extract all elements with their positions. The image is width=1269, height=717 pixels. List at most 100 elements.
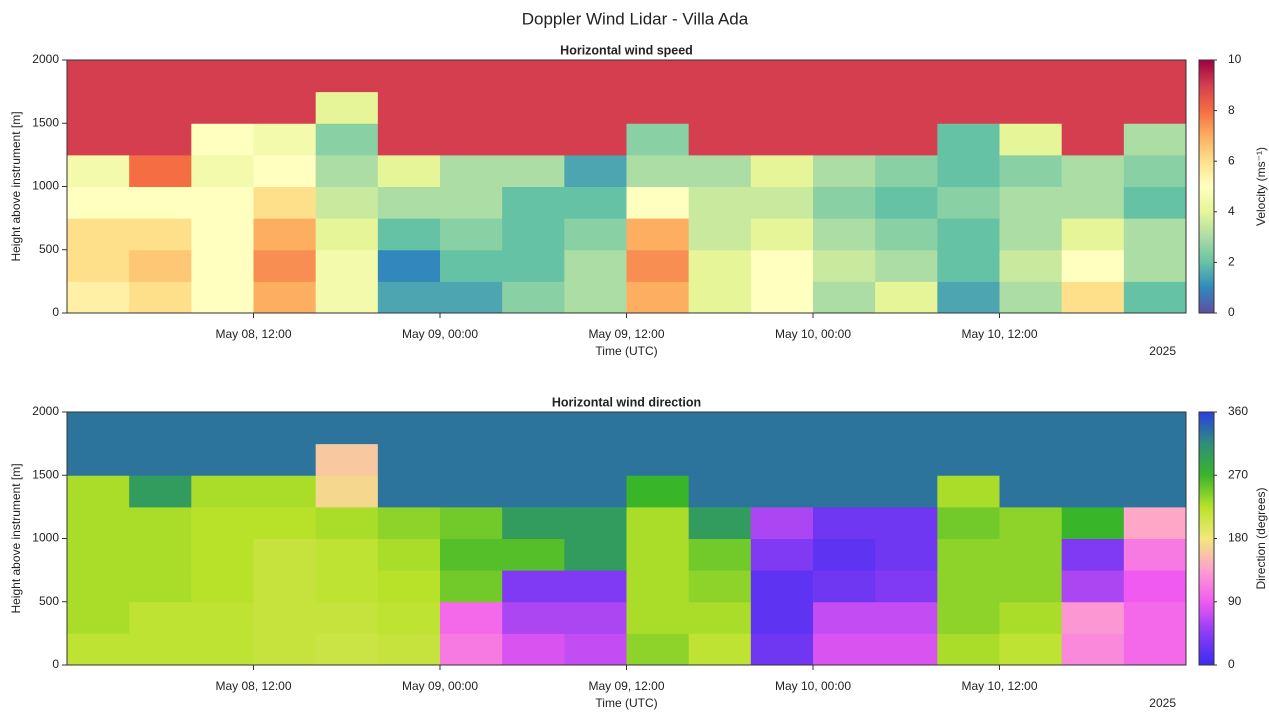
- heatmap-cell: [253, 249, 317, 282]
- heatmap-cell: [688, 601, 752, 634]
- x-tick-label: May 09, 12:00: [588, 327, 664, 341]
- heatmap-cell: [999, 570, 1063, 603]
- heatmap-cell: [315, 412, 379, 445]
- heatmap-cell: [67, 475, 130, 508]
- heatmap-cell: [253, 154, 317, 187]
- heatmap-cell: [564, 412, 627, 445]
- heatmap-cell: [67, 601, 130, 634]
- heatmap-cell: [626, 443, 690, 476]
- heatmap-cell: [1123, 91, 1187, 124]
- heatmap-cell: [626, 506, 690, 539]
- heatmap-cell: [191, 249, 254, 282]
- heatmap-cell: [253, 443, 317, 476]
- heatmap-cell: [688, 60, 752, 93]
- heatmap-cell: [1061, 570, 1125, 603]
- heatmap-cell: [502, 123, 565, 156]
- heatmap-cell: [626, 91, 690, 124]
- heatmap-cell: [626, 281, 690, 314]
- heatmap-cell: [191, 123, 254, 156]
- heatmap-cell: [315, 186, 379, 219]
- heatmap-cell: [1123, 154, 1187, 187]
- heatmap-cell: [626, 412, 690, 445]
- heatmap-cell: [937, 154, 1000, 187]
- heatmap-cell: [1123, 186, 1187, 219]
- colorbar-tick-label: 0: [1228, 305, 1235, 319]
- heatmap-cell: [1123, 123, 1187, 156]
- heatmap-cell: [191, 633, 254, 666]
- heatmap-cell: [502, 218, 565, 251]
- heatmap-cell: [1123, 570, 1187, 603]
- panel-title: Horizontal wind speed: [560, 43, 693, 57]
- heatmap-cell: [315, 443, 379, 476]
- heatmap-cell: [253, 186, 317, 219]
- heatmap-cell: [1123, 412, 1187, 445]
- heatmap-cell: [129, 249, 192, 282]
- heatmap-cell: [129, 570, 192, 603]
- heatmap-cell: [377, 218, 441, 251]
- heatmap-cell: [750, 475, 814, 508]
- heatmap-cell: [377, 186, 441, 219]
- heatmap-cell: [502, 601, 565, 634]
- heatmap-cell: [253, 91, 317, 124]
- y-axis-label: Height above instrument [m]: [9, 463, 23, 613]
- heatmap-cell: [813, 633, 876, 666]
- heatmap-cell: [440, 506, 503, 539]
- heatmap-cell: [564, 281, 627, 314]
- heatmap-cell: [750, 412, 814, 445]
- heatmap-cell: [750, 154, 814, 187]
- heatmap-cell: [875, 60, 938, 93]
- y-tick-label: 2000: [32, 52, 59, 66]
- heatmap-cell: [502, 154, 565, 187]
- heatmap-cell: [813, 538, 876, 571]
- heatmap-cell: [999, 186, 1063, 219]
- heatmap-cell: [67, 281, 130, 314]
- heatmap-cell: [1061, 281, 1125, 314]
- heatmap-cell: [750, 249, 814, 282]
- heatmap-cell: [1061, 601, 1125, 634]
- heatmap-cell: [875, 123, 938, 156]
- heatmap-cell: [377, 443, 441, 476]
- heatmap-cell: [315, 249, 379, 282]
- heatmap-cell: [937, 570, 1000, 603]
- x-tick-label: May 10, 00:00: [775, 679, 851, 693]
- heatmap-cell: [750, 538, 814, 571]
- heatmap-cell: [502, 475, 565, 508]
- heatmap-cell: [502, 443, 565, 476]
- heatmap-cell: [440, 475, 503, 508]
- heatmap-cell: [688, 570, 752, 603]
- heatmap-cell: [999, 601, 1063, 634]
- heatmap-cell: [440, 60, 503, 93]
- heatmap-cell: [1061, 186, 1125, 219]
- heatmap-cell: [750, 60, 814, 93]
- heatmap-cell: [1061, 633, 1125, 666]
- heatmap-cell: [937, 601, 1000, 634]
- heatmap-cell: [813, 186, 876, 219]
- heatmap-cell: [688, 506, 752, 539]
- x-tick-label: May 10, 12:00: [961, 327, 1037, 341]
- heatmap-cell: [129, 443, 192, 476]
- heatmap-cell: [750, 633, 814, 666]
- heatmap-cell: [440, 443, 503, 476]
- heatmap-cell: [999, 281, 1063, 314]
- heatmap-cell: [688, 154, 752, 187]
- heatmap-cell: [999, 60, 1063, 93]
- heatmap-cell: [875, 475, 938, 508]
- heatmap-cell: [1123, 60, 1187, 93]
- heatmap-cell: [253, 633, 317, 666]
- heatmap-cell: [377, 249, 441, 282]
- heatmap-cell: [813, 570, 876, 603]
- heatmap-cell: [67, 154, 130, 187]
- heatmap-cell: [1123, 601, 1187, 634]
- heatmap-cell: [191, 506, 254, 539]
- heatmap-cell: [875, 412, 938, 445]
- heatmap-cell: [315, 281, 379, 314]
- heatmap-cell: [688, 91, 752, 124]
- heatmap-cell: [875, 506, 938, 539]
- heatmap-cell: [564, 91, 627, 124]
- heatmap-cell: [564, 475, 627, 508]
- heatmap-cell: [937, 506, 1000, 539]
- heatmap-cell: [813, 506, 876, 539]
- y-tick-label: 2000: [32, 404, 59, 418]
- x-offset-label: 2025: [1149, 344, 1176, 358]
- heatmap-cell: [191, 570, 254, 603]
